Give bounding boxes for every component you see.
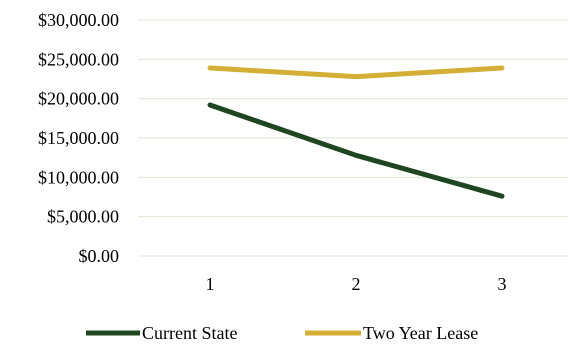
y-tick-label: $0.00 <box>79 246 120 266</box>
series-line <box>207 65 505 80</box>
legend-label: Current State <box>142 323 237 343</box>
y-axis-ticks: $0.00 $5,000.00 $10,000.00 $15,000.00 $20,00… <box>38 10 119 266</box>
y-tick-label: $10,000.00 <box>38 167 119 187</box>
legend-label: Two Year Lease <box>363 323 478 343</box>
x-axis-ticks: 1 2 3 <box>206 274 507 294</box>
legend: Current State Two Year Lease <box>86 323 478 343</box>
gridlines <box>138 19 568 257</box>
x-tick-label: 2 <box>352 274 361 294</box>
y-tick-label: $25,000.00 <box>38 49 119 69</box>
x-tick-label: 3 <box>498 274 507 294</box>
x-tick-label: 1 <box>206 274 215 294</box>
y-tick-label: $30,000.00 <box>38 10 119 30</box>
series-line <box>207 102 505 199</box>
y-tick-label: $20,000.00 <box>38 89 119 109</box>
y-tick-label: $15,000.00 <box>38 128 119 148</box>
legend-item: Two Year Lease <box>305 323 478 343</box>
series-lines <box>207 65 505 199</box>
y-tick-label: $5,000.00 <box>47 207 119 227</box>
legend-item: Current State <box>86 323 237 343</box>
